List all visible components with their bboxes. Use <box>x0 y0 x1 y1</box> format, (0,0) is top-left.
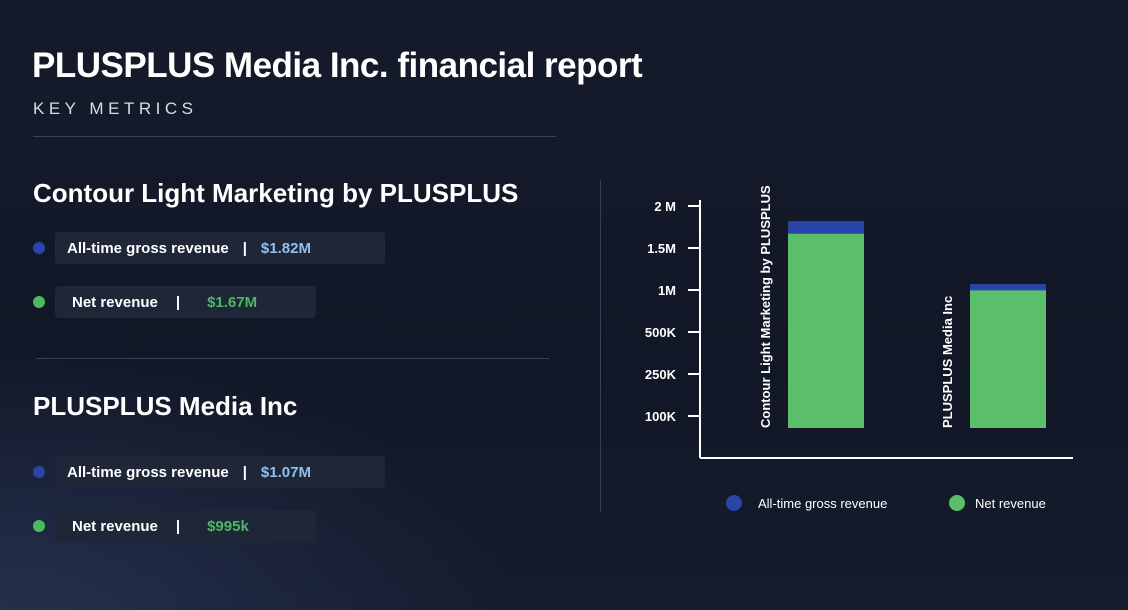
metric-value: $1.82M <box>260 239 311 257</box>
metric-separator: | <box>242 239 247 257</box>
legend-label-gross: All-time gross revenue <box>758 495 888 511</box>
gross-revenue-dot <box>33 466 45 478</box>
category-label: PLUSPLUS Media Inc <box>940 296 955 428</box>
legend-swatch-gross <box>726 495 742 511</box>
metric-separator: | <box>242 463 247 481</box>
category-label: Contour Light Marketing by PLUSPLUS <box>758 185 773 428</box>
metric-separator: | <box>175 293 181 311</box>
page-subtitle: KEY METRICS <box>33 99 198 118</box>
metric-pill: Net revenue | $1.67M <box>55 286 316 318</box>
y-tick-label: 1M <box>658 283 676 298</box>
page-title: PLUSPLUS Media Inc. financial report <box>32 46 643 85</box>
metric-pill: All-time gross revenue | $1.82M <box>55 232 385 264</box>
metric-value: $995k <box>207 517 249 535</box>
legend-swatch-net <box>949 495 965 511</box>
legend-item-net: Net revenue <box>949 495 1046 511</box>
gross-revenue-dot <box>33 242 45 254</box>
section-divider <box>36 358 549 359</box>
metric-label: Net revenue <box>72 293 158 311</box>
metric-label: All-time gross revenue <box>67 463 229 481</box>
metric-pill: Net revenue | $995k <box>55 510 316 542</box>
header-divider <box>33 136 556 137</box>
bar-net-revenue <box>970 290 1046 428</box>
net-revenue-dot <box>33 520 45 532</box>
metric-pill: All-time gross revenue | $1.07M <box>55 456 385 488</box>
panel-divider <box>600 180 601 512</box>
y-tick-label: 500K <box>645 325 677 340</box>
metric-label: Net revenue <box>72 517 158 535</box>
metric-value: $1.07M <box>260 463 311 481</box>
y-tick-label: 250K <box>645 367 677 382</box>
metric-value: $1.67M <box>207 293 258 311</box>
legend-item-gross: All-time gross revenue <box>726 495 887 511</box>
net-revenue-dot <box>33 296 45 308</box>
y-tick-label: 100K <box>645 409 677 424</box>
legend-label-net: Net revenue <box>975 495 1046 511</box>
metric-separator: | <box>175 517 181 535</box>
y-tick-label: 2 M <box>654 199 676 214</box>
section-title-contour: Contour Light Marketing by PLUSPLUS <box>33 178 519 208</box>
y-tick-label: 1.5M <box>647 241 676 256</box>
section-title-plusplus-media: PLUSPLUS Media Inc <box>33 391 298 421</box>
bar-net-revenue <box>788 233 864 428</box>
metric-label: All-time gross revenue <box>67 239 229 257</box>
